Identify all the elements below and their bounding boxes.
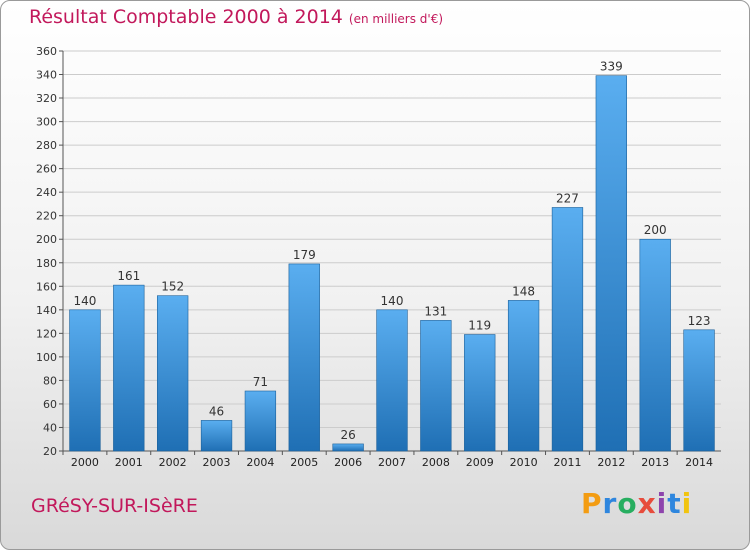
bar-2012	[595, 75, 627, 452]
x-tick-label: 2000	[71, 456, 99, 469]
value-label: 148	[512, 284, 535, 298]
chart-title-text: Résultat Comptable 2000 à 2014	[29, 6, 343, 28]
bar-2007	[376, 309, 408, 452]
logo-letter: i	[681, 487, 693, 520]
value-label: 179	[293, 248, 316, 262]
y-tick-label: 140	[36, 304, 57, 317]
y-tick-label: 240	[36, 186, 57, 199]
proxiti-logo: Proxiti	[581, 487, 692, 520]
value-label: 140	[73, 294, 96, 308]
x-tick-label: 2014	[685, 456, 713, 469]
axes: 20 40 60 80 100 120 140 160 180 200 220 240 260 280 30…	[36, 45, 721, 469]
bar-2004	[244, 390, 277, 452]
value-label: 140	[381, 294, 404, 308]
y-tick-label: 260	[36, 163, 57, 176]
bar-2014	[683, 329, 715, 452]
y-tick-label: 80	[43, 374, 57, 387]
labels: 140 161 152 46 71 179 26 140 131 119 148 227 339 200 1…	[73, 60, 710, 442]
x-tick-label: 2004	[246, 456, 274, 469]
y-tick-label: 20	[43, 445, 57, 458]
bar-2001	[113, 284, 145, 452]
x-tick-label: 2013	[641, 456, 669, 469]
y-tick-label: 40	[43, 421, 57, 434]
bar-2013	[639, 238, 671, 452]
value-label: 46	[209, 404, 224, 418]
x-tick-label: 2001	[115, 456, 143, 469]
y-tick-label: 320	[36, 92, 57, 105]
value-label: 26	[340, 428, 355, 442]
value-label: 119	[468, 319, 491, 333]
y-tick-label: 160	[36, 280, 57, 293]
y-tick-label: 180	[36, 257, 57, 270]
value-label: 131	[424, 304, 447, 318]
y-tick-label: 340	[36, 69, 57, 82]
logo-letter: i	[656, 487, 668, 520]
y-tick-label: 280	[36, 139, 57, 152]
value-label: 123	[688, 314, 711, 328]
y-tick-label: 120	[36, 327, 57, 340]
commune-name: GRéSY-SUR-ISèRE	[31, 495, 198, 517]
logo-letter: o	[617, 487, 638, 520]
y-tick-label: 360	[36, 45, 57, 58]
logo-letter: P	[581, 487, 603, 520]
value-label: 152	[161, 280, 184, 294]
bar-2011	[551, 207, 584, 452]
y-tick-label: 220	[36, 210, 57, 223]
logo-letter: t	[667, 487, 682, 520]
x-tick-label: 2008	[422, 456, 450, 469]
x-tick-label: 2003	[203, 456, 231, 469]
y-tick-label: 60	[43, 398, 57, 411]
logo-letter: r	[602, 487, 618, 520]
bar-2003	[200, 420, 233, 452]
x-tick-label: 2011	[553, 456, 581, 469]
x-tick-label: 2007	[378, 456, 406, 469]
bar-2002	[157, 295, 189, 452]
chart-title: Résultat Comptable 2000 à 2014 (en millie…	[29, 6, 443, 28]
x-tick-label: 2009	[466, 456, 494, 469]
value-label: 339	[600, 60, 623, 74]
y-tick-label: 300	[36, 116, 57, 129]
value-label: 71	[253, 375, 268, 389]
bar-2010	[507, 300, 540, 452]
x-tick-label: 2010	[510, 456, 538, 469]
x-tick-label: 2006	[334, 456, 362, 469]
value-label: 200	[644, 223, 667, 237]
logo-letter: x	[637, 487, 657, 520]
bar-2008	[420, 320, 452, 452]
bar-2005	[288, 263, 320, 452]
y-tick-label: 200	[36, 233, 57, 246]
value-label: 161	[117, 269, 140, 283]
value-label: 227	[556, 191, 579, 205]
chart-subtitle: (en milliers d'€)	[348, 12, 444, 26]
y-tick-label: 100	[36, 351, 57, 364]
bar-2006	[332, 443, 364, 452]
x-tick-label: 2002	[159, 456, 187, 469]
bar-2009	[464, 334, 496, 452]
x-tick-label: 2012	[597, 456, 625, 469]
bars	[69, 75, 715, 452]
bar-2000	[69, 309, 101, 452]
x-tick-label: 2005	[290, 456, 318, 469]
